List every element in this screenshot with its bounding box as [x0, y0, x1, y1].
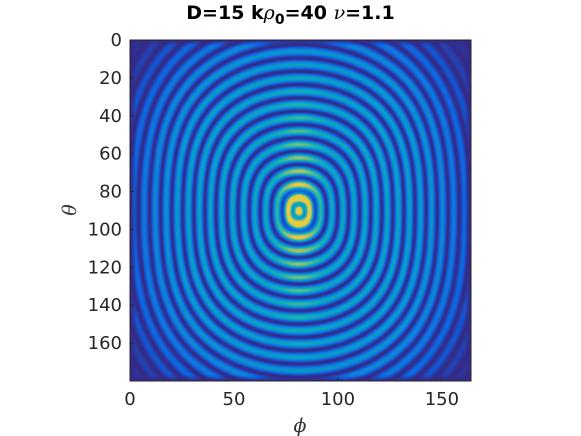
y-axis-label: θ [59, 204, 81, 216]
x-tick-label: 50 [223, 389, 246, 410]
title-rho: ρ [263, 2, 275, 24]
heatmap-image [130, 40, 471, 381]
title-nu: ν [333, 2, 346, 24]
y-tick-label: 80 [99, 182, 122, 203]
x-axis-ticks: 0 50 100 150 [124, 377, 459, 410]
y-tick-label: 0 [111, 30, 122, 51]
y-tick-label: 40 [99, 106, 122, 127]
y-tick-label: 20 [99, 68, 122, 89]
y-tick-label: 160 [88, 333, 122, 354]
chart-title: D=15 kρ0=40 ν=1.1 [0, 2, 581, 28]
title-text-lead: D=15 k [186, 2, 264, 24]
y-tick-label: 120 [88, 257, 122, 278]
x-tick-label: 100 [321, 389, 355, 410]
x-tick-label: 0 [124, 389, 135, 410]
y-tick-label: 140 [88, 295, 122, 316]
x-axis-label: ϕ [294, 415, 307, 436]
y-tick-label: 100 [88, 219, 122, 240]
plot-frame [129, 39, 472, 382]
x-tick-label: 150 [425, 389, 459, 410]
title-text-mid: =40 [284, 2, 334, 24]
title-subscript: 0 [274, 12, 285, 28]
title-text-tail: =1.1 [345, 2, 395, 24]
y-axis-ticks: 0 20 40 60 80 100 120 140 160 [88, 30, 134, 354]
plot-area [129, 39, 472, 382]
y-tick-label: 60 [99, 144, 122, 165]
